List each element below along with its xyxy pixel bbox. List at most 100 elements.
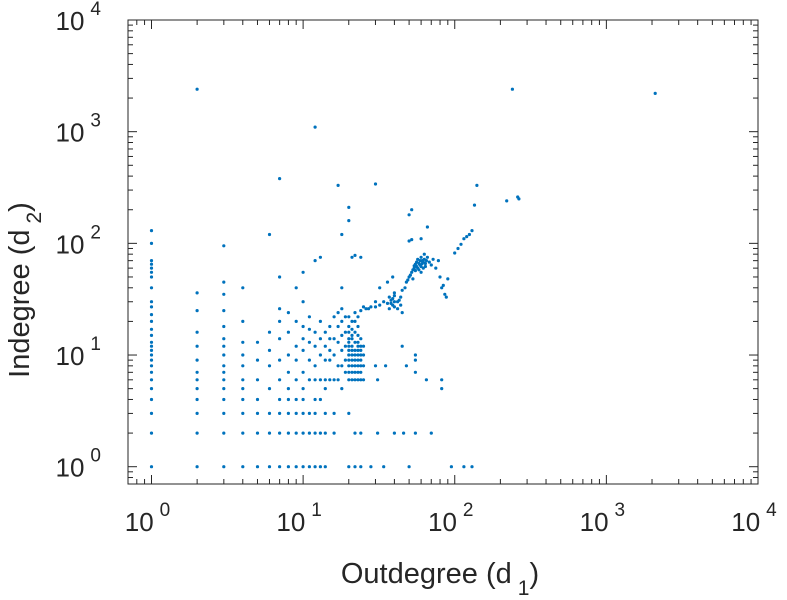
- scatter-point: [267, 411, 272, 415]
- scatter-point: [353, 364, 357, 368]
- scatter-point: [359, 353, 363, 357]
- scatter-point: [361, 305, 366, 309]
- scatter-point: [255, 358, 260, 362]
- scatter-point: [353, 358, 357, 362]
- scatter-point: [356, 353, 360, 357]
- scatter-point: [462, 237, 466, 241]
- scatter-point: [255, 411, 260, 415]
- scatter-point: [286, 431, 290, 435]
- scatter-point: [406, 278, 410, 282]
- scatter-point: [149, 364, 154, 368]
- scatter-point: [278, 177, 282, 181]
- scatter-point: [149, 262, 154, 266]
- scatter-point: [149, 327, 154, 331]
- scatter-point: [410, 270, 414, 274]
- scatter-point: [387, 307, 391, 311]
- scatter-point: [267, 348, 272, 352]
- scatter-point: [419, 255, 423, 259]
- scatter-point: [340, 307, 344, 311]
- scatter-point: [347, 205, 351, 209]
- scatter-point: [453, 251, 457, 255]
- scatter-point: [356, 358, 360, 362]
- scatter-point: [353, 465, 357, 469]
- scatter-point: [440, 286, 444, 290]
- scatter-point: [328, 358, 332, 362]
- scatter-point: [149, 300, 154, 304]
- scatter-point: [149, 241, 154, 245]
- scatter-point: [195, 87, 199, 91]
- scatter-point: [366, 307, 371, 311]
- scatter-point: [373, 364, 378, 368]
- scatter-point: [340, 232, 344, 237]
- scatter-point: [195, 387, 199, 391]
- scatter-point: [387, 295, 391, 299]
- scatter-point: [286, 411, 290, 415]
- scatter-point: [343, 370, 347, 374]
- scatter-point: [385, 280, 390, 284]
- scatter-point: [336, 364, 340, 368]
- scatter-point: [419, 270, 423, 274]
- scatter-point: [255, 431, 260, 435]
- scatter-point: [369, 465, 373, 469]
- scatter-point: [407, 465, 411, 469]
- scatter-point: [343, 315, 347, 319]
- scatter-point: [255, 340, 260, 344]
- y-tick-base: 10: [56, 341, 85, 371]
- scatter-point: [241, 431, 245, 435]
- scatter-point: [286, 465, 290, 469]
- scatter-point: [353, 348, 357, 352]
- scatter-point: [410, 208, 414, 212]
- scatter-point: [369, 305, 373, 309]
- x-tick-base: 10: [731, 507, 760, 537]
- scatter-point: [347, 465, 351, 469]
- scatter-point: [425, 255, 429, 259]
- scatter-point: [353, 431, 357, 435]
- scatter-point: [392, 291, 396, 295]
- x-tick-labels: 10 0 10 1 10 2 10 3 10 4: [125, 500, 777, 537]
- scatter-point: [359, 465, 363, 469]
- scatter-point: [255, 397, 260, 402]
- scatter-point: [392, 300, 396, 304]
- scatter-point: [361, 344, 366, 348]
- scatter-point: [286, 353, 290, 357]
- scatter-point: [149, 411, 154, 415]
- scatter-point: [222, 344, 226, 348]
- scatter-point: [359, 370, 363, 374]
- scatter-point: [241, 340, 245, 344]
- scatter-point: [396, 307, 400, 311]
- scatter-point: [413, 269, 417, 273]
- scatter-point: [301, 270, 305, 274]
- plot-frame: [127, 19, 759, 485]
- scatter-point: [195, 397, 199, 402]
- scatter-point: [340, 348, 344, 352]
- scatter-point: [353, 319, 357, 323]
- scatter-point: [278, 397, 282, 402]
- scatter-point: [323, 411, 327, 415]
- scatter-point: [404, 364, 408, 368]
- scatter-point: [400, 311, 404, 315]
- scatter-point: [307, 315, 311, 319]
- scatter-point: [307, 465, 311, 469]
- scatter-point: [436, 259, 440, 263]
- scatter-point: [347, 358, 351, 362]
- y-tick-base: 10: [56, 453, 85, 483]
- x-axis-label-subscript: 1: [518, 577, 530, 600]
- scatter-point: [313, 465, 317, 469]
- scatter-point: [347, 337, 351, 341]
- scatter-point: [149, 358, 154, 362]
- scatter-point: [318, 337, 322, 341]
- scatter-point: [318, 397, 322, 402]
- scatter-point: [382, 300, 386, 304]
- scatter-point: [347, 324, 351, 329]
- scatter-point: [195, 465, 199, 469]
- y-tick-base: 10: [56, 6, 85, 36]
- scatter-point: [241, 465, 245, 469]
- x-tick-base: 10: [125, 507, 154, 537]
- scatter-point: [313, 125, 317, 129]
- y-tick-exponent: 4: [90, 0, 101, 20]
- scatter-point: [195, 330, 199, 334]
- scatter-point: [241, 364, 245, 368]
- scatter-point: [399, 295, 403, 299]
- scatter-point: [400, 288, 404, 292]
- x-tick-base: 10: [428, 507, 457, 537]
